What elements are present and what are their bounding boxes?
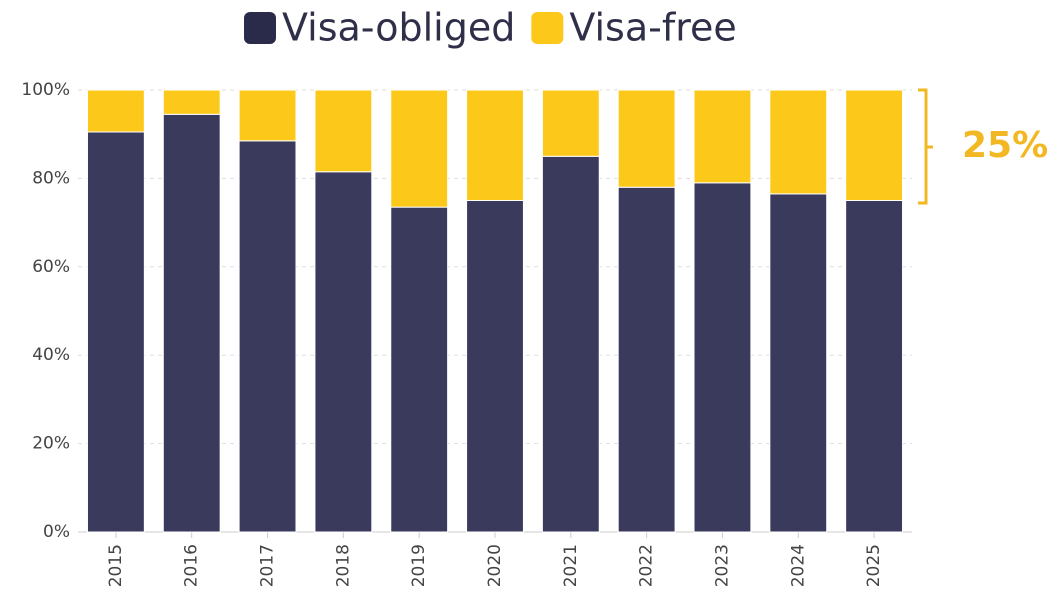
- y-tick-label: 20%: [32, 434, 70, 454]
- bar-segment: [769, 89, 828, 195]
- x-tick-label: 2018: [333, 544, 353, 587]
- bar-segment: [162, 89, 221, 115]
- annotation-bracket: [918, 88, 933, 205]
- bar-segment: [541, 155, 600, 533]
- x-tick-label: 2016: [182, 544, 202, 587]
- legend-swatch: [531, 12, 564, 44]
- bar-segment: [617, 89, 676, 188]
- legend-label: Visa-obliged: [282, 6, 515, 50]
- bar-segment: [86, 89, 145, 133]
- bar-segment: [845, 200, 904, 533]
- legend-swatch: [244, 12, 276, 44]
- bar-segment: [693, 89, 752, 184]
- bar-segment: [466, 200, 524, 533]
- bar-segment: [390, 206, 449, 533]
- bar-segment: [314, 89, 373, 173]
- bar-segment: [238, 89, 297, 142]
- x-tick-label: 2017: [258, 544, 278, 587]
- x-tick-label: 2025: [864, 544, 884, 587]
- bar-segment: [769, 193, 828, 533]
- bar-segment: [162, 113, 221, 533]
- y-tick-label: 0%: [43, 522, 70, 542]
- bar-segment: [693, 182, 752, 533]
- legend-label: Visa-free: [569, 6, 736, 50]
- bar-segment: [845, 89, 904, 201]
- x-tick-label: 2021: [561, 544, 581, 587]
- x-tick-label: 2019: [409, 544, 429, 587]
- bar-segment: [617, 186, 676, 533]
- bar-segment: [390, 89, 449, 208]
- y-tick-label: 100%: [21, 80, 70, 100]
- x-tick-label: 2020: [485, 544, 505, 587]
- bar-segment: [466, 89, 524, 201]
- x-tick-label: 2022: [637, 544, 657, 587]
- x-tick-label: 2015: [106, 544, 126, 587]
- bar-segment: [238, 140, 297, 533]
- x-tick-label: 2023: [712, 544, 732, 587]
- y-tick-label: 60%: [32, 257, 70, 277]
- x-tick-label: 2024: [788, 544, 808, 587]
- y-tick-label: 80%: [32, 168, 70, 188]
- bar-segment: [541, 89, 600, 157]
- annotation: 25%: [962, 125, 1048, 166]
- bar-segment: [314, 171, 373, 533]
- y-tick-label: 40%: [32, 345, 70, 365]
- bar-segment: [86, 131, 145, 533]
